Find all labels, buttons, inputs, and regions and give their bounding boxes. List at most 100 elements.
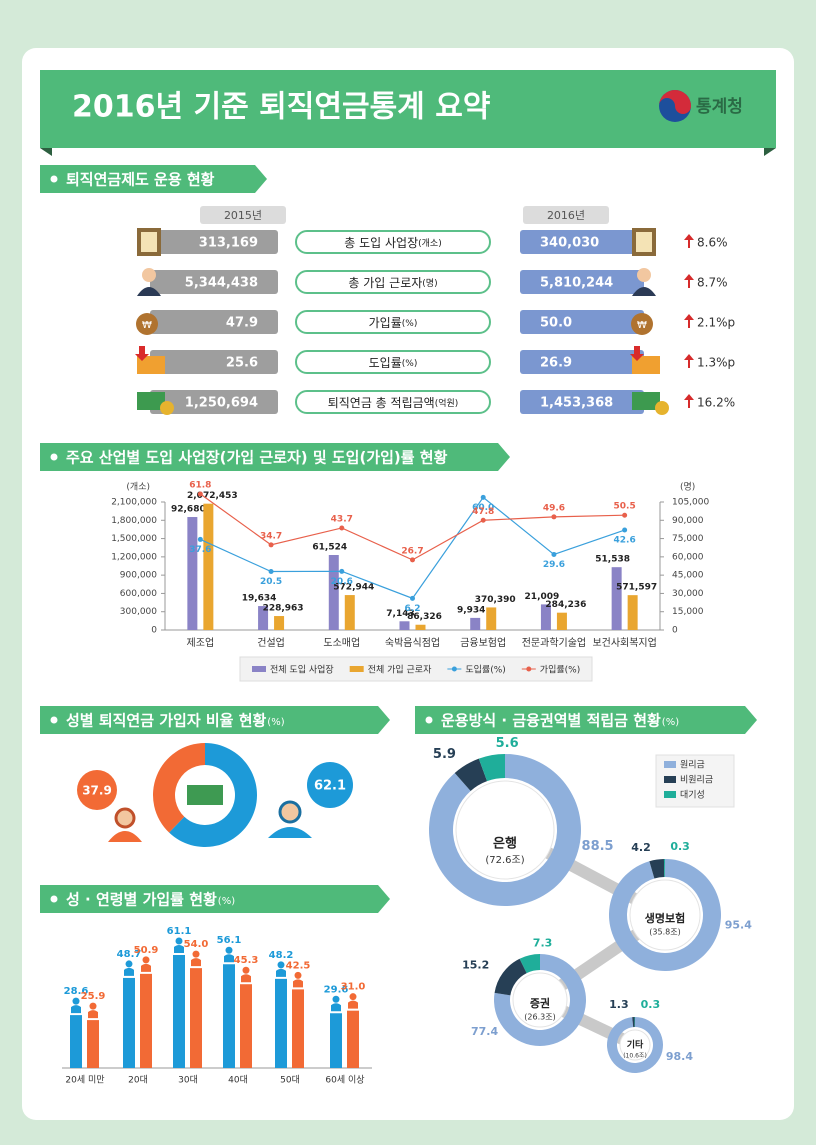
rate-point: [551, 551, 557, 557]
y-tick-label: 1,500,000: [111, 534, 157, 544]
donut-segment: [478, 754, 505, 782]
person-head: [242, 966, 250, 974]
x-tick-label: 도소매업: [323, 636, 360, 649]
row-label: 총 도입 사업장(개소): [344, 236, 441, 250]
rate-label: 34.7: [260, 531, 282, 541]
rate-point: [551, 514, 557, 520]
person-head: [192, 950, 200, 958]
before-bar: [150, 310, 278, 334]
before-bar: [150, 270, 278, 294]
icon-part: ₩: [637, 320, 647, 331]
value-label: 61,524: [312, 542, 347, 552]
section-tab: [415, 706, 757, 734]
y-tick-label: 1,800,000: [111, 516, 157, 526]
icon: ₩: [631, 313, 653, 335]
segment-label: 98.4: [666, 1050, 693, 1063]
bar: [173, 955, 185, 1068]
row-label: 총 가입 근로자(명): [348, 276, 437, 290]
row-label: 퇴직연금 총 적립금액(억원): [328, 396, 459, 410]
y2-tick-label: 0: [672, 626, 678, 636]
value-label: 21,009: [525, 592, 560, 602]
person-body: [224, 954, 234, 963]
donut-center: [629, 879, 701, 951]
y2-tick-label: 90,000: [672, 516, 704, 526]
person-head: [114, 807, 136, 829]
value-label: 86,326: [407, 612, 442, 622]
section-title: 운용방식 · 금융권역별 적립금 현황: [441, 712, 661, 730]
after-value: 26.9: [540, 356, 572, 371]
row-label-text: 퇴직연금 총 적립금액: [328, 396, 435, 410]
y2-tick-label: 60,000: [672, 552, 704, 562]
bullet: [50, 716, 58, 724]
row-label-unit: (명): [422, 278, 437, 289]
icon-part: [632, 356, 660, 374]
value-label: 50.9: [134, 945, 159, 956]
segment-label: 7.3: [533, 937, 553, 950]
x-tick-label: 60세 이상: [325, 1075, 364, 1086]
y-tick-label: 900,000: [120, 571, 157, 581]
rate-label: 47.8: [472, 507, 494, 517]
up-arrow: [684, 274, 694, 288]
x-tick-label: 50대: [280, 1075, 300, 1086]
bar: [328, 554, 339, 630]
person-body: [241, 974, 251, 983]
after-bar: [520, 310, 644, 334]
rate-label: 6.2: [405, 604, 421, 614]
rate-label: 60.0: [472, 503, 494, 513]
bullet: [50, 453, 58, 461]
money-icon: [187, 785, 223, 805]
segment-label: 95.4: [725, 918, 752, 931]
icon-part: [632, 392, 660, 410]
person-body: [268, 827, 312, 838]
bullet: [50, 175, 58, 183]
rate-label: 26.7: [401, 546, 423, 556]
category-amount: (35.8조): [649, 928, 680, 937]
person-head: [277, 961, 285, 969]
donut-segment: [494, 958, 527, 996]
rate-label: 43.7: [331, 514, 353, 524]
segment-label: 77.4: [471, 1025, 498, 1038]
legend-label: 대기성: [680, 790, 705, 801]
value-label: 28.6: [64, 986, 89, 997]
icon-part: ₩: [142, 320, 152, 331]
change-value: 1.3%p: [697, 356, 735, 370]
before-value: 313,169: [199, 236, 258, 251]
before-bar: [150, 350, 278, 374]
bar: [540, 604, 551, 630]
value-label: 7,143: [386, 609, 414, 619]
rate-point: [197, 536, 203, 542]
rate-point: [268, 542, 274, 548]
label-pill: [295, 270, 491, 294]
rate-point: [622, 512, 628, 518]
person-body: [174, 945, 184, 953]
y-tick-label: 1,200,000: [111, 552, 157, 562]
slice: [169, 743, 257, 847]
bar: [258, 606, 269, 630]
label-pill: [295, 390, 491, 414]
before-value: 5,344,438: [185, 276, 258, 291]
icon-part: [137, 287, 161, 296]
section-unit: (%): [662, 717, 679, 728]
icon: [137, 392, 174, 415]
icon: [137, 268, 161, 296]
value-label: 54.0: [184, 939, 209, 950]
category-amount: (72.6조): [485, 855, 524, 866]
section-tab: [40, 443, 510, 471]
category-name: 기타: [627, 1039, 644, 1051]
legend-dot: [451, 666, 457, 672]
after-bar: [520, 230, 644, 254]
label-pill: [295, 310, 491, 334]
up-arrow: [684, 234, 694, 248]
donut-segment: [454, 758, 488, 791]
section-title: 퇴직연금제도 운용 현황: [66, 171, 215, 189]
segment-label: 88.5: [582, 839, 614, 854]
rate-label: 61.8: [189, 481, 211, 491]
value-label: 571,597: [616, 583, 657, 593]
section-title: 주요 산업별 도입 사업장(가입 근로자) 및 도입(가입)률 현황: [66, 449, 448, 467]
bar: [140, 973, 152, 1068]
after-bar: [520, 390, 644, 414]
legend-swatch: [664, 791, 676, 798]
after-value: 1,453,368: [540, 396, 613, 411]
value-label: 62.1: [314, 779, 346, 794]
